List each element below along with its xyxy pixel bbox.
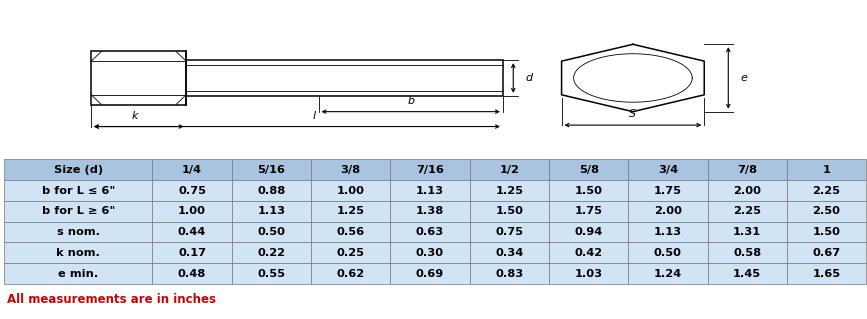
Text: All measurements are in inches: All measurements are in inches (7, 293, 216, 306)
Text: b: b (407, 96, 414, 106)
Bar (186, 60, 503, 96)
Text: k: k (131, 110, 138, 121)
Text: e: e (740, 73, 747, 83)
Text: S: S (629, 109, 636, 119)
Text: d: d (525, 73, 532, 83)
Text: l: l (313, 110, 316, 121)
Bar (91, 51, 186, 105)
